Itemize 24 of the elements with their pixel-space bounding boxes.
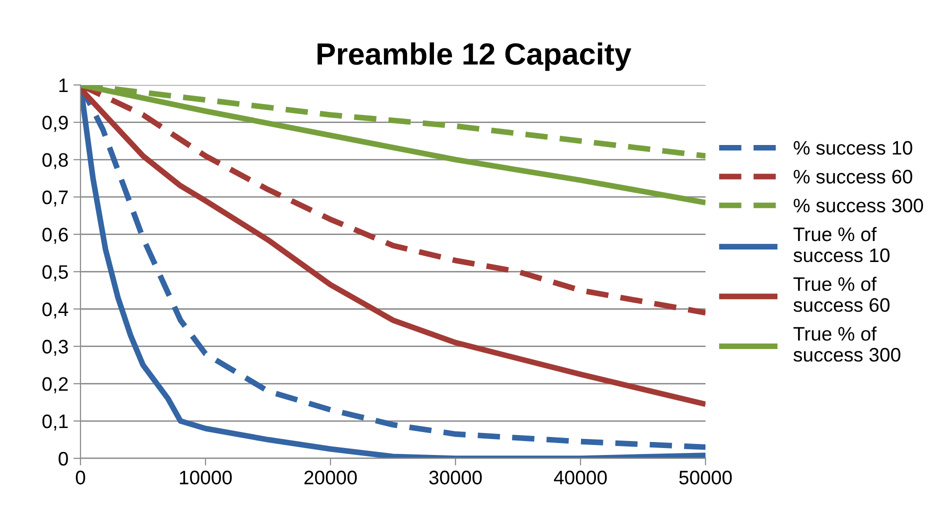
legend-label: % success 10: [794, 140, 912, 155]
y-tick-label: 0,1: [42, 414, 68, 431]
x-tick-label: 40000: [554, 470, 607, 484]
y-tick-label: 0,2: [42, 377, 68, 394]
y-tick-label: 0,5: [42, 265, 68, 282]
legend-label: % success 60: [794, 170, 912, 184]
y-tick-label: 0,6: [42, 228, 68, 244]
y-tick-label: 0: [58, 452, 68, 466]
legend-label: True % of success 10: [793, 226, 890, 262]
y-tick-label: 0,4: [42, 302, 68, 319]
x-tick-label: 20000: [304, 470, 357, 484]
y-tick-label: 0,9: [42, 116, 68, 132]
x-tick-label: 30000: [429, 470, 482, 484]
x-tick-label: 50000: [679, 470, 732, 484]
y-tick-label: 0,8: [42, 153, 68, 170]
y-tick-label: 0,3: [42, 340, 68, 356]
y-tick-label: 0,7: [42, 190, 68, 207]
legend-label: % success 300: [794, 198, 924, 212]
x-tick-label: 0: [76, 470, 86, 484]
legend-label: True % of success 300: [793, 326, 900, 362]
y-tick-label: 1: [59, 78, 68, 92]
legend-label: True % of success 60: [793, 276, 890, 312]
chart-title: Preamble 12 Capacity: [318, 42, 632, 71]
x-tick-label: 10000: [180, 470, 232, 484]
